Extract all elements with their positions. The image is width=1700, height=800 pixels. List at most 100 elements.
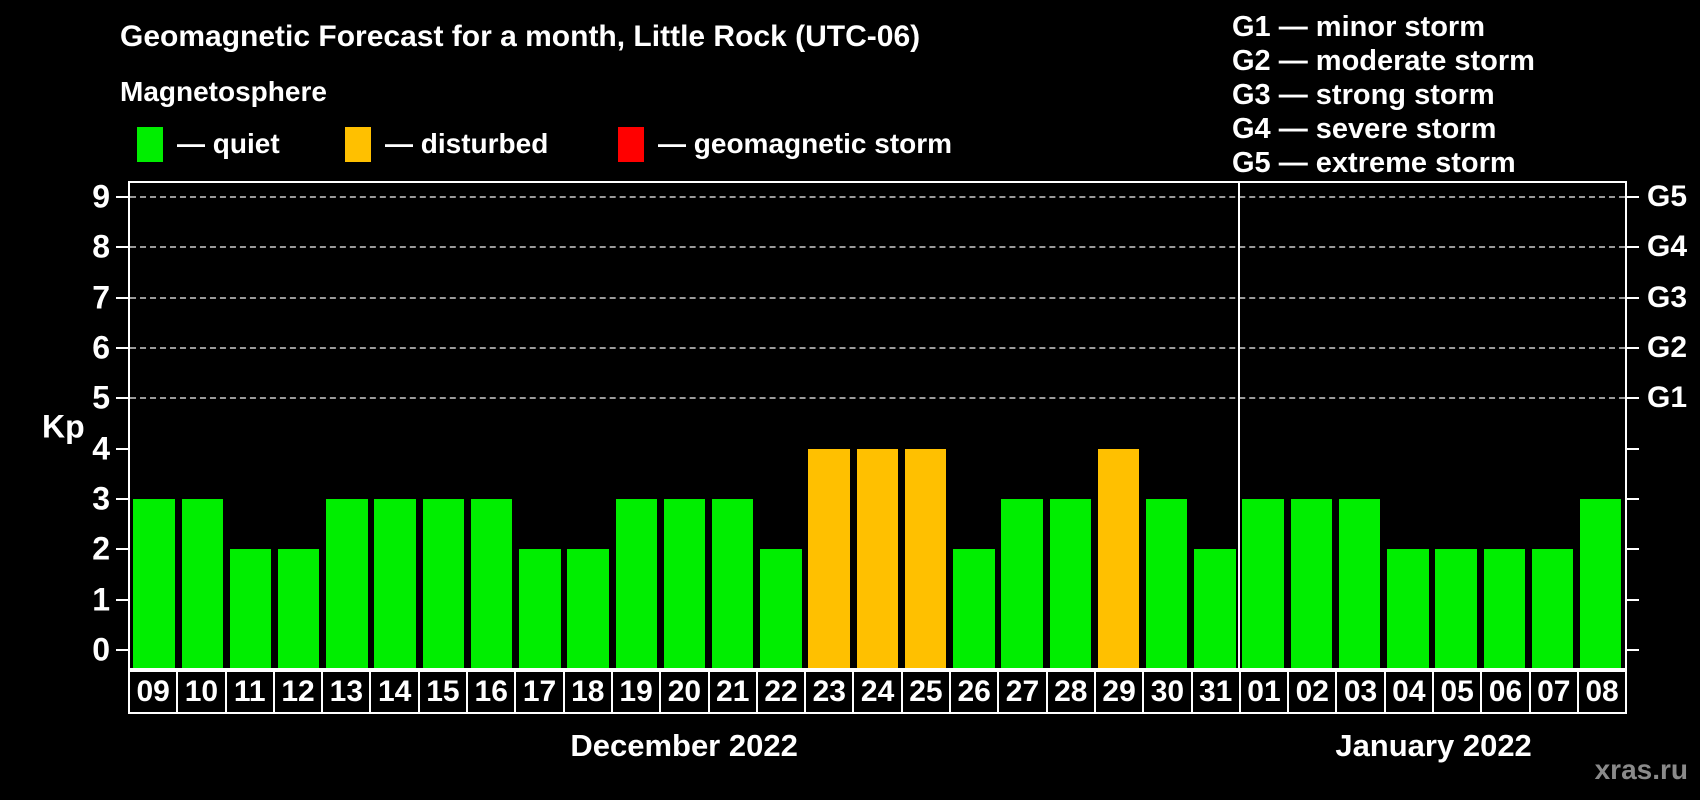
y-tick-right-8 bbox=[1627, 246, 1639, 249]
kp-bar-day-19 bbox=[615, 498, 658, 668]
kp-bar-day-30 bbox=[1145, 498, 1188, 668]
chart-title: Geomagnetic Forecast for a month, Little… bbox=[120, 20, 921, 53]
month-separator-line bbox=[1238, 183, 1241, 668]
day-label-31: 31 bbox=[1190, 670, 1241, 714]
day-label-16: 16 bbox=[466, 670, 517, 714]
day-label-27: 27 bbox=[997, 670, 1048, 714]
y-tick-left-9 bbox=[116, 196, 128, 199]
y-tick-left-7 bbox=[116, 296, 128, 299]
day-axis-row: 09 10 11 12 13 14 15 16 17 18 19 20 21 22 23 24 25 26 27 28… bbox=[128, 670, 1628, 714]
month-label-december: December 2022 bbox=[570, 728, 798, 763]
gridline-kp-7 bbox=[130, 296, 1625, 299]
y-tick-label-9: 9 bbox=[92, 178, 110, 215]
day-label-30: 30 bbox=[1142, 670, 1193, 714]
bar-slot-19 bbox=[612, 183, 660, 668]
y-tick-right-4 bbox=[1627, 447, 1639, 450]
y-tick-left-0 bbox=[116, 648, 128, 651]
kp-bar-day-10 bbox=[181, 498, 224, 668]
storm-scale-g1: G1 — minor storm bbox=[1232, 11, 1485, 43]
kp-bar-day-25 bbox=[904, 448, 947, 668]
quiet-color-swatch bbox=[137, 126, 163, 162]
month-label-january: January 2022 bbox=[1335, 728, 1532, 763]
day-label-06: 06 bbox=[1480, 670, 1531, 714]
day-label-20: 20 bbox=[659, 670, 710, 714]
y-tick-label-7: 7 bbox=[92, 279, 110, 316]
day-label-17: 17 bbox=[514, 670, 565, 714]
watermark: xras.ru bbox=[1594, 754, 1688, 785]
day-label-29: 29 bbox=[1093, 670, 1145, 714]
legend-item-storm: — geomagnetic storm bbox=[618, 123, 952, 165]
kp-bar-day-18 bbox=[567, 549, 609, 668]
kp-bar-day-14 bbox=[374, 498, 416, 668]
y-tick-right-3 bbox=[1627, 497, 1639, 500]
y-tick-right-6 bbox=[1627, 347, 1639, 350]
g-scale-label-g2: G2 bbox=[1647, 331, 1688, 365]
disturbed-color-swatch bbox=[345, 126, 371, 162]
y-tick-label-2: 2 bbox=[92, 530, 110, 567]
bar-slot-20 bbox=[660, 183, 708, 668]
kp-bar-day-26 bbox=[953, 549, 995, 668]
bar-slot-28 bbox=[1046, 183, 1094, 668]
kp-bar-day-01 bbox=[1242, 498, 1284, 668]
storm-scale-g5: G5 — extreme storm bbox=[1232, 147, 1516, 179]
bar-slot-11 bbox=[226, 183, 274, 668]
bar-slot-07 bbox=[1528, 183, 1576, 668]
bar-slot-01 bbox=[1239, 183, 1287, 668]
bar-slot-02 bbox=[1287, 183, 1335, 668]
day-label-25: 25 bbox=[900, 670, 952, 714]
y-tick-right-2 bbox=[1627, 548, 1639, 551]
day-label-08: 08 bbox=[1576, 670, 1628, 714]
kp-bar-day-15 bbox=[422, 498, 465, 668]
kp-bar-day-23 bbox=[808, 448, 850, 668]
day-label-21: 21 bbox=[707, 670, 758, 714]
bar-slot-24 bbox=[853, 183, 901, 668]
kp-bar-day-17 bbox=[519, 549, 561, 668]
bar-slot-13 bbox=[323, 183, 371, 668]
y-tick-left-3 bbox=[116, 497, 128, 500]
y-tick-right-5 bbox=[1627, 397, 1639, 400]
kp-bar-day-08 bbox=[1579, 498, 1622, 668]
y-tick-left-2 bbox=[116, 548, 128, 551]
y-tick-left-5 bbox=[116, 397, 128, 400]
g-scale-label-g3: G3 bbox=[1647, 280, 1688, 314]
kp-bar-day-31 bbox=[1194, 549, 1236, 668]
bar-slot-05 bbox=[1432, 183, 1480, 668]
bar-slot-30 bbox=[1143, 183, 1191, 668]
kp-bar-day-21 bbox=[712, 498, 754, 668]
bar-slot-15 bbox=[419, 183, 467, 668]
legend-label-storm: — geomagnetic storm bbox=[658, 128, 953, 159]
month-row: December 2022 January 2022 bbox=[128, 728, 1627, 764]
gridline-kp-5 bbox=[130, 397, 1625, 400]
plot-area: 0 1 2 3 4 5 6 7 8 9 G1 G2 G3 G4 G5 bbox=[92, 179, 1687, 670]
kp-bar-day-09 bbox=[133, 498, 175, 668]
y-tick-label-1: 1 bbox=[92, 581, 110, 618]
bar-slot-22 bbox=[757, 183, 805, 668]
bar-slot-26 bbox=[950, 183, 998, 668]
storm-scale-g3: G3 — strong storm bbox=[1232, 79, 1495, 111]
g-scale-label-g5: G5 bbox=[1647, 180, 1688, 214]
g-scale-label-g4: G4 bbox=[1647, 230, 1688, 264]
storm-scale-g2: G2 — moderate storm bbox=[1232, 45, 1535, 77]
day-label-03: 03 bbox=[1335, 670, 1386, 714]
storm-color-swatch bbox=[618, 126, 644, 162]
y-tick-label-4: 4 bbox=[92, 430, 110, 467]
y-tick-label-5: 5 bbox=[92, 379, 110, 416]
y-tick-label-3: 3 bbox=[92, 480, 110, 517]
day-label-14: 14 bbox=[369, 670, 420, 714]
kp-bar-day-04 bbox=[1387, 549, 1429, 668]
kp-bar-day-03 bbox=[1338, 498, 1381, 668]
gridline-kp-9 bbox=[130, 196, 1625, 199]
kp-bar-day-12 bbox=[278, 549, 320, 668]
y-tick-right-9 bbox=[1627, 196, 1639, 199]
kp-bar-day-05 bbox=[1435, 549, 1477, 668]
y-axis-label: Kp bbox=[42, 408, 85, 445]
kp-bar-day-07 bbox=[1531, 549, 1574, 668]
storm-scale-g4: G4 — severe storm bbox=[1232, 113, 1497, 145]
storm-scale-legend: G1 — minor storm G2 — moderate storm G3 … bbox=[1232, 10, 1535, 180]
day-label-18: 18 bbox=[562, 670, 613, 714]
y-tick-label-6: 6 bbox=[92, 329, 110, 366]
bar-slot-06 bbox=[1480, 183, 1528, 668]
day-label-12: 12 bbox=[272, 670, 324, 714]
legend-label-quiet: — quiet bbox=[177, 128, 280, 159]
day-label-15: 15 bbox=[417, 670, 469, 714]
